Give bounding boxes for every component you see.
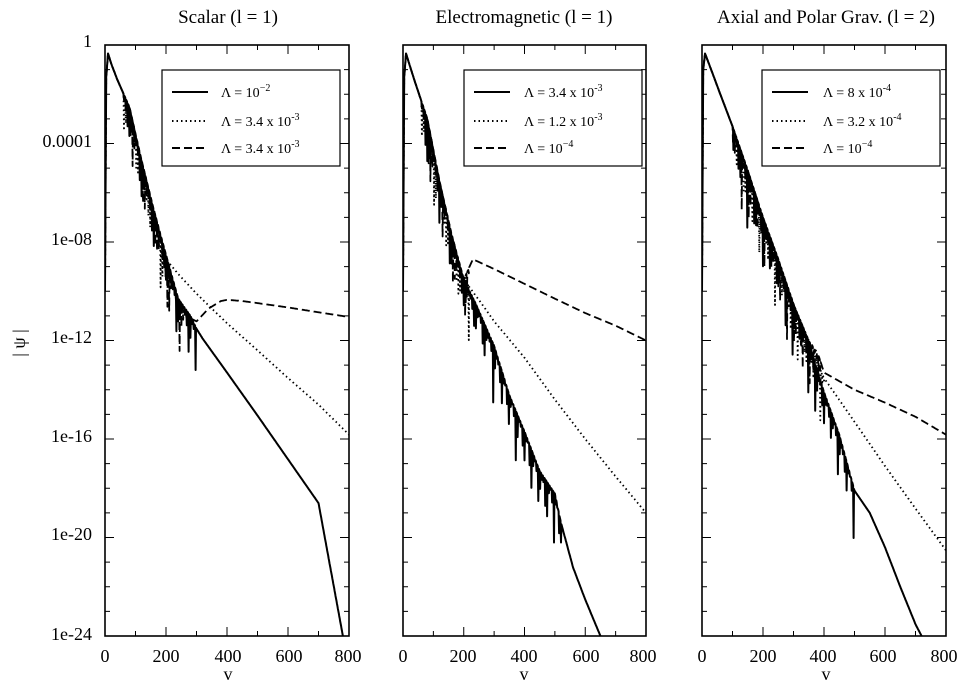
legend-label: Λ = 3.4 x 10-3 [221,139,300,157]
legend-label: Λ = 10−2 [221,83,270,101]
legend-label: Λ = 3.4 x 10-3 [221,112,300,130]
panel-scalar: Scalar (l = 1) Λ = 10−2 Λ = 3.4 x 10-3 Λ… [101,7,362,684]
x-tick-label: 0 [399,646,408,666]
series-line-dotted [403,52,646,514]
y-tick-label: 1e-24 [51,624,92,644]
series-group [403,52,646,636]
x-tick-label: 400 [511,646,538,666]
y-tick-label: 1e-16 [51,426,92,446]
series-line-dashed [105,52,349,352]
y-tick-label: 1e-08 [51,229,92,249]
electromagnetic-plot-area [402,44,647,637]
gravitational-plot-area [701,44,947,637]
series-group [702,52,946,636]
y-tick-label: 0.0001 [43,131,93,151]
x-axis-title: v [520,664,529,684]
legend-box [161,69,341,167]
legend: Λ = 8 x 10-4 Λ = 3.2 x 10-4 Λ = 10−4 [761,69,941,167]
legend-box [761,69,941,167]
y-tick-label: 1e-12 [51,327,92,347]
series-line-dashed [403,52,646,342]
x-tick-label: 0 [101,646,110,666]
scalar-plot-area [104,44,350,637]
y-tick-label: 1e-20 [51,524,92,544]
x-tick-label: 800 [931,646,958,666]
x-axis-title: v [224,664,233,684]
legend-label: Λ = 10−4 [823,139,872,157]
x-tick-label: 400 [810,646,837,666]
x-tick-label: 200 [750,646,777,666]
x-tick-label: 400 [215,646,242,666]
series-group [105,52,349,636]
x-tick-label: 600 [870,646,897,666]
x-tick-label: 600 [276,646,303,666]
series-line-dashed [702,52,946,436]
legend-label: Λ = 8 x 10-4 [823,83,891,101]
y-tick-labels: 1 0.0001 1e-08 1e-12 1e-16 1e-20 1e-24 [43,31,93,644]
panel-title: Scalar (l = 1) [178,7,278,28]
legend-label: Λ = 3.4 x 10-3 [524,83,603,101]
x-tick-label: 200 [450,646,477,666]
x-tick-label: 800 [630,646,657,666]
legend: Λ = 10−2 Λ = 3.4 x 10-3 Λ = 3.4 x 10-3 [161,69,341,167]
y-axis-title: | ψ | [9,329,29,356]
x-tick-label: 800 [335,646,362,666]
x-tick-label: 200 [153,646,180,666]
panel-gravitational: Axial and Polar Grav. (l = 2) Λ = 8 x 10… [698,7,958,684]
legend-box [463,69,643,167]
x-tick-label: 0 [698,646,707,666]
legend-label: Λ = 10−4 [524,139,573,157]
y-tick-label: 1 [83,31,92,51]
x-tick-label: 600 [573,646,600,666]
legend: Λ = 3.4 x 10-3 Λ = 1.2 x 10-3 Λ = 10−4 [463,69,643,167]
x-axis-title: v [822,664,831,684]
legend-label: Λ = 3.2 x 10-4 [823,112,902,130]
panel-title: Electromagnetic (l = 1) [436,7,613,28]
legend-label: Λ = 1.2 x 10-3 [524,112,603,130]
panel-electromagnetic: Electromagnetic (l = 1) Λ = 3.4 x 10-3 Λ… [399,7,657,684]
panel-title: Axial and Polar Grav. (l = 2) [717,7,935,28]
